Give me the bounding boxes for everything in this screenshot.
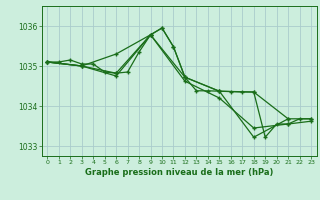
X-axis label: Graphe pression niveau de la mer (hPa): Graphe pression niveau de la mer (hPa) (85, 168, 273, 177)
